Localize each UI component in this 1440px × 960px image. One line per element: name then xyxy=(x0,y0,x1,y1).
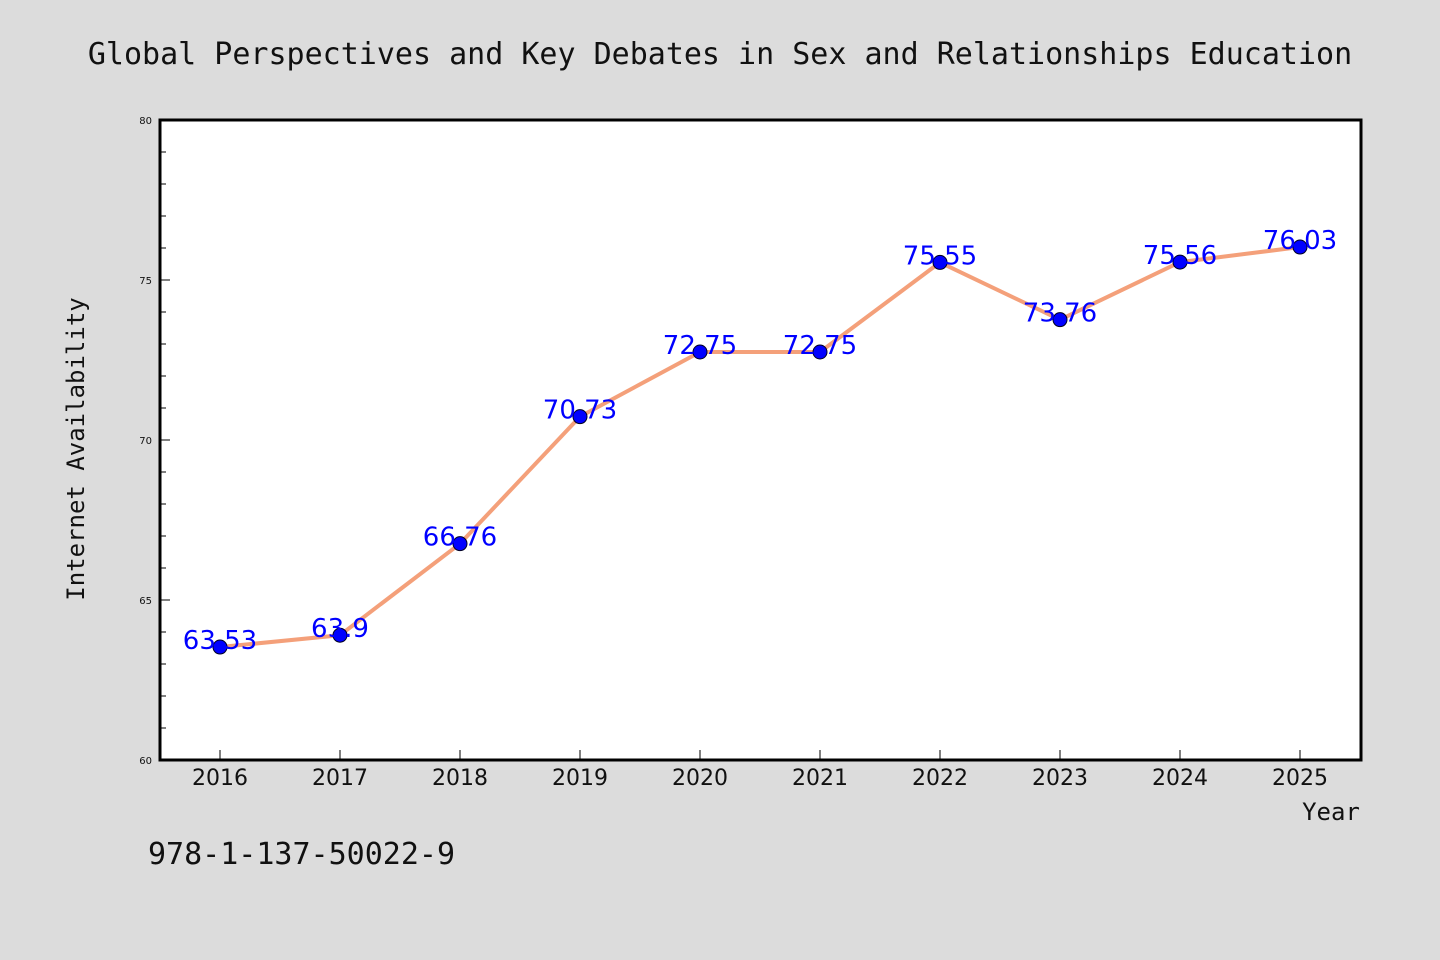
data-point xyxy=(332,627,348,643)
x-axis-ticks: 2016 2017 2018 2019 2020 2021 2022 2023 2024 2025 xyxy=(192,750,1328,791)
y-tick-label: 65 xyxy=(139,596,152,607)
y-axis-label: Internet Availability xyxy=(62,297,90,600)
data-point xyxy=(932,254,948,270)
data-point xyxy=(452,536,468,552)
data-label: 75.56 xyxy=(1143,241,1217,271)
data-labels: 63.53 63.9 66.76 70.73 72.75 72.75 75.55 73.76 7… xyxy=(183,226,1337,656)
y-tick-label: 80 xyxy=(139,116,152,127)
data-point xyxy=(692,344,708,360)
data-label: 63.9 xyxy=(311,614,369,644)
y-tick-label: 60 xyxy=(139,756,152,767)
data-label: 63.53 xyxy=(183,626,257,656)
x-tick-label: 2022 xyxy=(912,766,968,791)
data-label: 66.76 xyxy=(423,523,497,553)
data-label: 73.76 xyxy=(1023,299,1097,329)
series-line xyxy=(218,245,1302,650)
data-label: 76.03 xyxy=(1263,226,1337,256)
data-label: 70.73 xyxy=(543,396,617,426)
data-point xyxy=(572,409,588,425)
data-point xyxy=(1172,254,1188,270)
y-tick-label: 70 xyxy=(139,436,152,447)
x-tick-label: 2025 xyxy=(1272,766,1328,791)
y-tick-label: 75 xyxy=(139,276,152,287)
data-point xyxy=(812,344,828,360)
x-tick-label: 2018 xyxy=(432,766,488,791)
isbn-text: 978-1-137-50022-9 xyxy=(148,837,455,872)
chart-title: Global Perspectives and Key Debates in S… xyxy=(88,37,1352,72)
x-tick-label: 2023 xyxy=(1032,766,1088,791)
x-tick-label: 2019 xyxy=(552,766,608,791)
x-tick-label: 2017 xyxy=(312,766,368,791)
data-point xyxy=(212,639,228,655)
data-markers xyxy=(212,239,1308,655)
plot-area xyxy=(160,120,1361,760)
data-point xyxy=(1292,239,1308,255)
x-tick-label: 2020 xyxy=(672,766,728,791)
data-point xyxy=(1052,312,1068,328)
x-tick-label: 2016 xyxy=(192,766,248,791)
data-label: 72.75 xyxy=(783,331,857,361)
x-axis-label: Year xyxy=(1302,798,1360,826)
data-label: 72.75 xyxy=(663,331,737,361)
plot-frame xyxy=(158,118,1363,762)
x-tick-label: 2024 xyxy=(1152,766,1208,791)
data-label: 75.55 xyxy=(903,241,977,271)
x-tick-label: 2021 xyxy=(792,766,848,791)
